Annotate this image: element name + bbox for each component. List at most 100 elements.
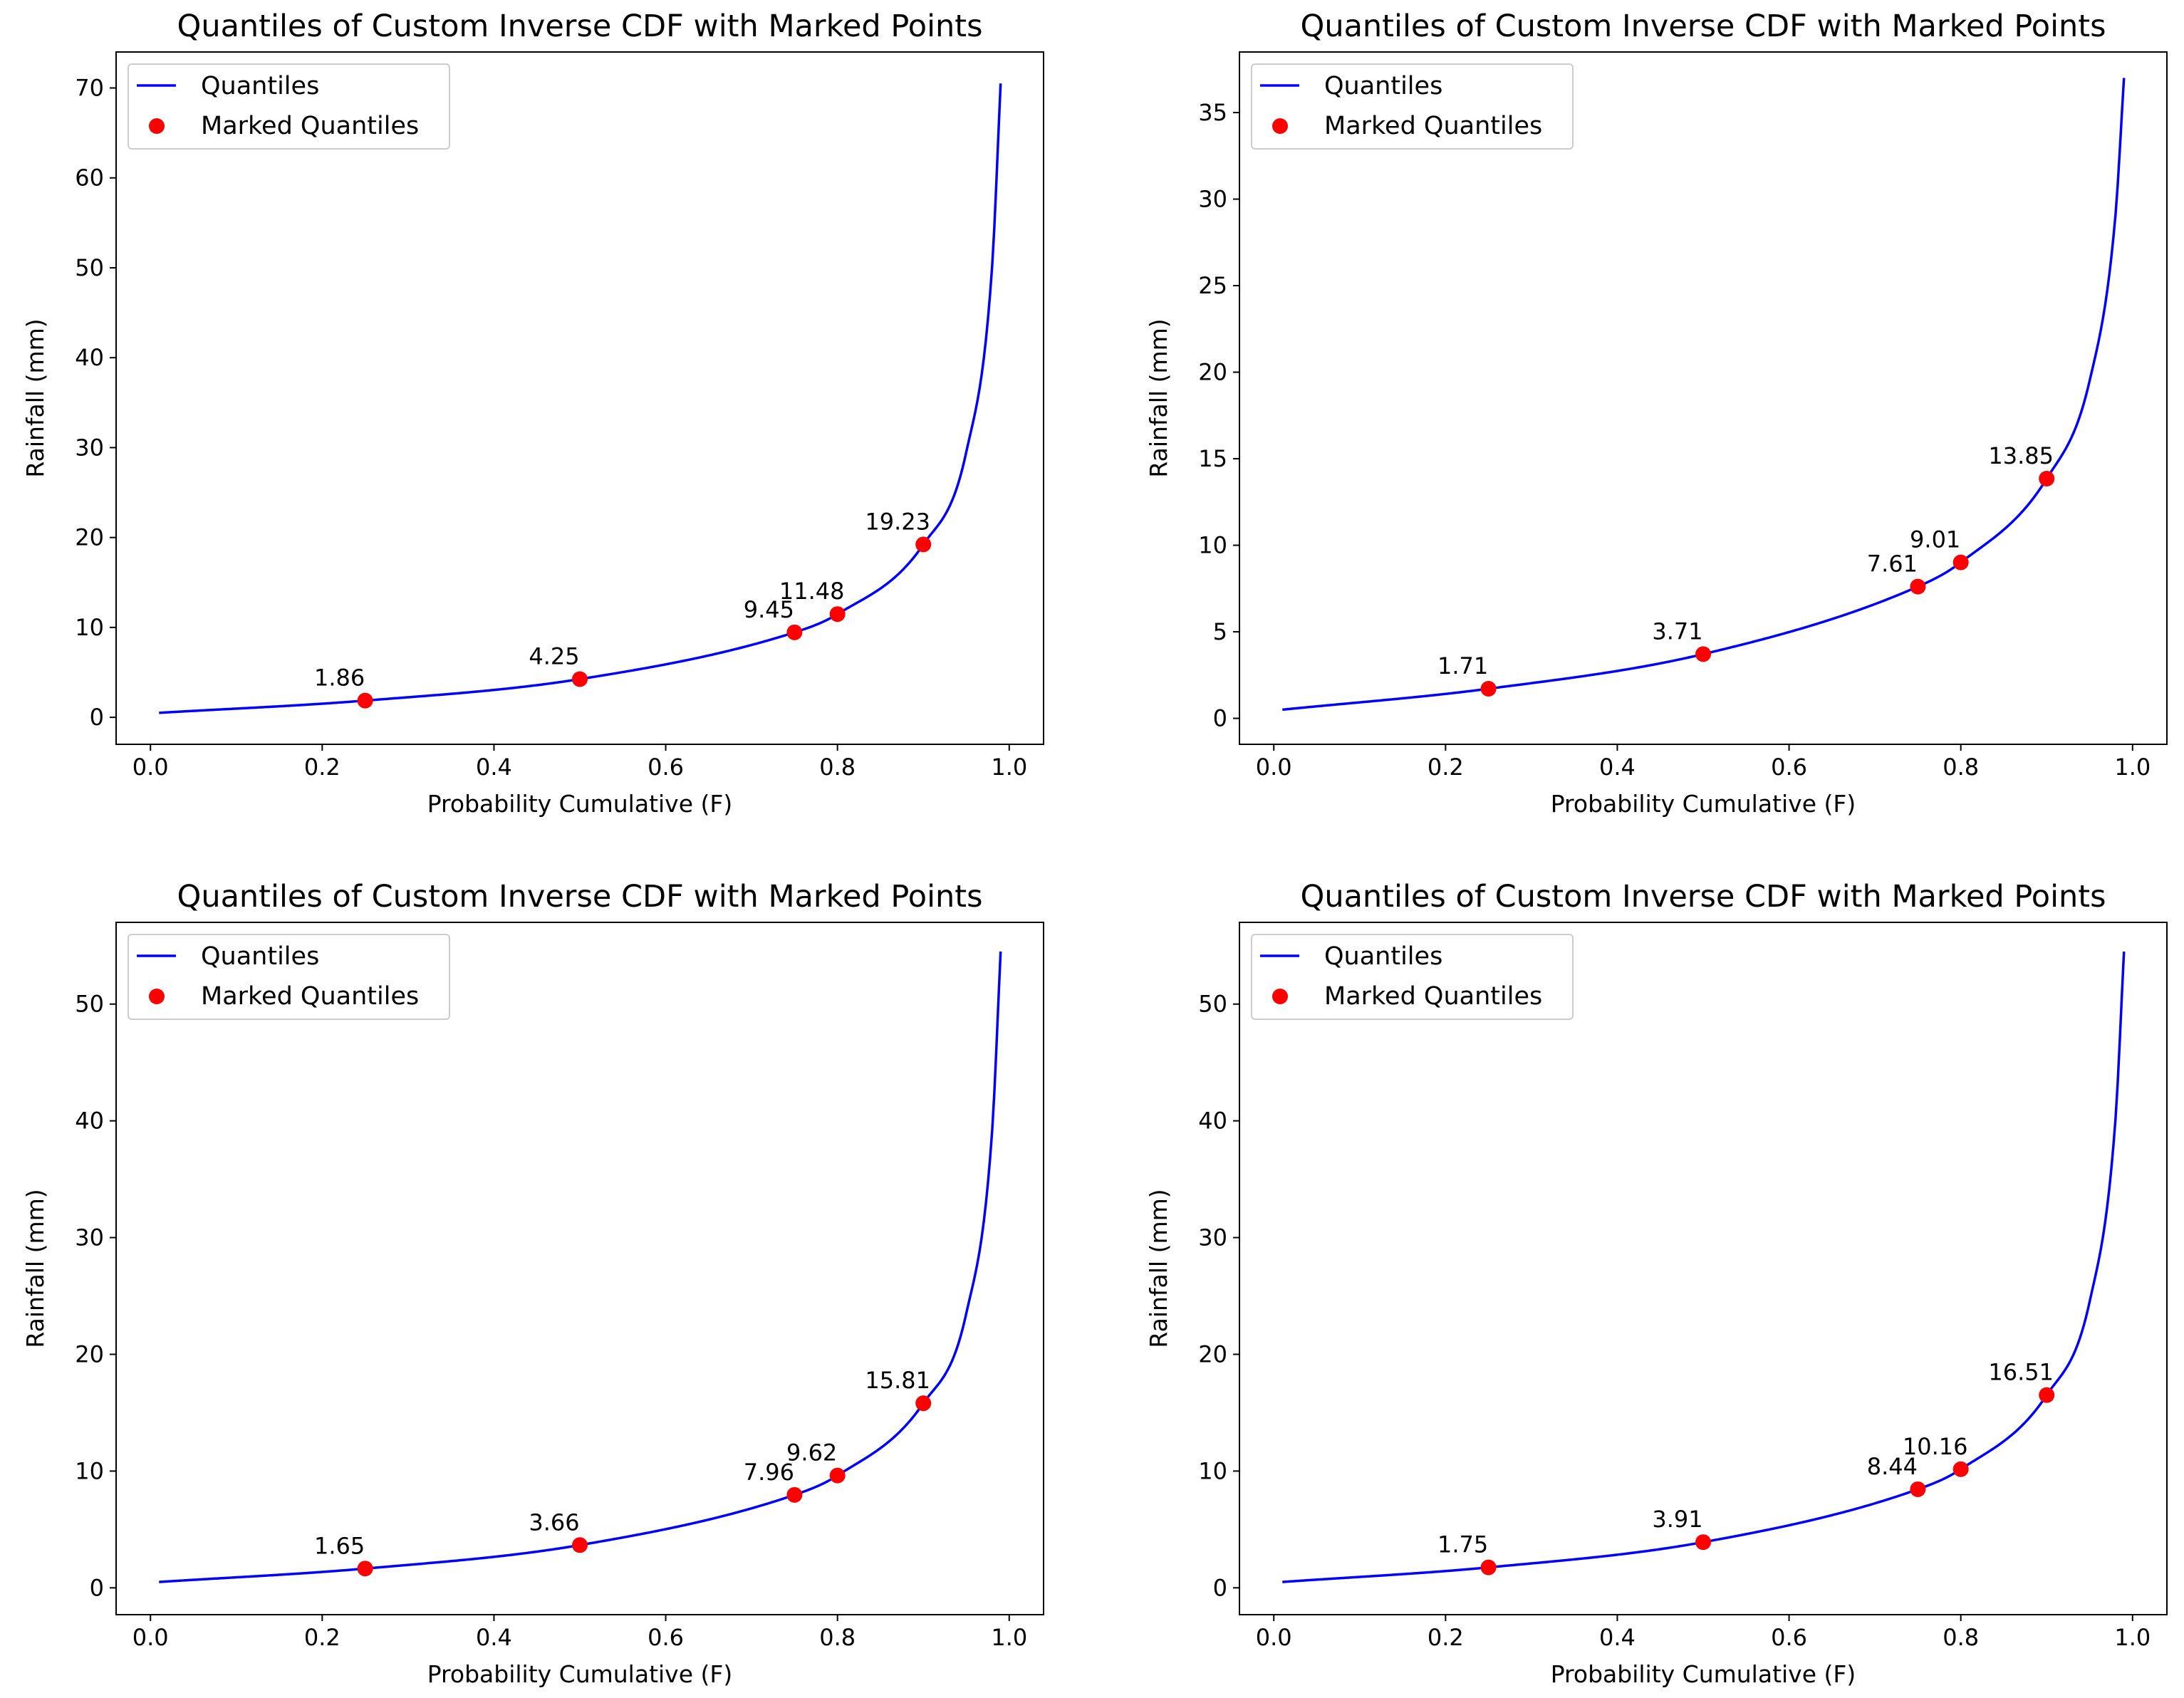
x-tick-label: 0.4 bbox=[476, 754, 512, 781]
x-tick-label: 0.0 bbox=[132, 754, 169, 781]
legend-box bbox=[1251, 934, 1574, 1020]
y-tick-label: 5 bbox=[1213, 618, 1227, 645]
legend-label-quantiles: Quantiles bbox=[201, 942, 319, 971]
y-tick-label: 50 bbox=[75, 991, 104, 1018]
chart-panel-2: Quantiles of Custom Inverse CDF with Mar… bbox=[1145, 9, 2168, 818]
y-tick-label: 0 bbox=[1213, 705, 1227, 732]
chart-panel-3: Quantiles of Custom Inverse CDF with Mar… bbox=[21, 879, 1044, 1688]
marked-point bbox=[786, 1486, 803, 1503]
marked-point bbox=[915, 1395, 932, 1412]
y-tick-label: 50 bbox=[75, 254, 104, 281]
legend-box bbox=[128, 63, 450, 150]
y-tick-label: 20 bbox=[75, 1340, 104, 1368]
quantile-line bbox=[159, 83, 1002, 714]
y-tick-label: 50 bbox=[1198, 991, 1227, 1018]
x-tick-label: 0.2 bbox=[304, 1624, 340, 1651]
point-value-label: 9.01 bbox=[1910, 526, 1960, 553]
legend-box bbox=[128, 934, 450, 1020]
x-tick-label: 1.0 bbox=[991, 1624, 1027, 1651]
y-tick-label: 15 bbox=[1198, 445, 1227, 472]
axes-frame bbox=[1239, 922, 2168, 1615]
point-value-label: 15.81 bbox=[865, 1367, 930, 1394]
point-value-label: 7.96 bbox=[744, 1459, 794, 1486]
x-tick-label: 0.6 bbox=[648, 1624, 684, 1651]
point-value-label: 13.85 bbox=[1988, 442, 2054, 469]
y-tick-label: 20 bbox=[1198, 359, 1227, 386]
marked-point bbox=[572, 671, 588, 687]
y-tick-label: 60 bbox=[75, 165, 104, 192]
x-tick-label: 0.8 bbox=[819, 1624, 856, 1651]
x-tick-label: 0.2 bbox=[1428, 754, 1464, 781]
marked-point bbox=[357, 692, 373, 709]
y-tick-label: 20 bbox=[75, 524, 104, 551]
legend-marker-swatch bbox=[149, 989, 165, 1004]
x-tick-label: 1.0 bbox=[2114, 754, 2151, 781]
point-value-label: 4.25 bbox=[529, 642, 579, 670]
legend-label-marked: Marked Quantiles bbox=[1324, 112, 1542, 140]
legend-box bbox=[1251, 63, 1574, 150]
point-value-label: 1.71 bbox=[1437, 652, 1488, 679]
y-tick-label: 10 bbox=[1198, 532, 1227, 559]
axes-frame bbox=[115, 51, 1044, 745]
marked-point bbox=[1480, 680, 1497, 697]
point-value-label: 19.23 bbox=[865, 508, 930, 535]
point-value-label: 1.75 bbox=[1437, 1531, 1488, 1558]
marked-point bbox=[1480, 1559, 1497, 1575]
point-value-label: 8.44 bbox=[1867, 1453, 1918, 1480]
y-tick-label: 20 bbox=[1198, 1340, 1227, 1368]
marked-point bbox=[2039, 1387, 2055, 1403]
point-value-label: 10.16 bbox=[1903, 1433, 1968, 1460]
legend-marker-swatch bbox=[149, 118, 165, 134]
y-tick-label: 0 bbox=[1213, 1574, 1227, 1601]
y-tick-label: 40 bbox=[75, 1108, 104, 1135]
x-tick-label: 0.2 bbox=[1428, 1624, 1464, 1651]
marked-point bbox=[2039, 470, 2055, 486]
y-axis-label: Rainfall (mm) bbox=[1145, 1189, 1172, 1348]
quantile-line bbox=[1282, 78, 2126, 712]
legend-label-quantiles: Quantiles bbox=[201, 72, 319, 100]
point-value-label: 1.65 bbox=[314, 1532, 365, 1559]
x-tick-label: 0.8 bbox=[1943, 1624, 1979, 1651]
chart-title: Quantiles of Custom Inverse CDF with Mar… bbox=[1300, 879, 2106, 915]
x-tick-label: 0.4 bbox=[1599, 1624, 1636, 1651]
y-tick-label: 25 bbox=[1198, 272, 1227, 299]
marked-point bbox=[357, 1561, 373, 1577]
legend-label-marked: Marked Quantiles bbox=[1324, 982, 1542, 1011]
point-value-label: 3.71 bbox=[1652, 618, 1702, 645]
x-axis-label: Probability Cumulative (F) bbox=[427, 790, 733, 818]
marked-point bbox=[1952, 1461, 1969, 1477]
y-tick-label: 10 bbox=[1198, 1457, 1227, 1484]
legend-label-quantiles: Quantiles bbox=[1324, 942, 1442, 971]
x-tick-label: 0.4 bbox=[476, 1624, 512, 1651]
x-tick-label: 0.4 bbox=[1599, 754, 1636, 781]
legend-label-marked: Marked Quantiles bbox=[201, 112, 419, 140]
point-value-label: 11.48 bbox=[779, 578, 845, 605]
x-axis-label: Probability Cumulative (F) bbox=[427, 1660, 733, 1688]
y-tick-label: 0 bbox=[90, 704, 104, 731]
x-tick-label: 0.6 bbox=[648, 754, 684, 781]
y-tick-label: 40 bbox=[1198, 1108, 1227, 1135]
y-axis-label: Rainfall (mm) bbox=[21, 318, 49, 477]
y-tick-label: 10 bbox=[75, 614, 104, 641]
marked-point bbox=[786, 624, 803, 640]
point-value-label: 9.62 bbox=[786, 1439, 837, 1467]
y-tick-label: 0 bbox=[90, 1574, 104, 1601]
y-tick-label: 40 bbox=[75, 344, 104, 371]
x-tick-label: 1.0 bbox=[991, 754, 1027, 781]
marked-point bbox=[572, 1537, 588, 1553]
y-tick-label: 70 bbox=[75, 74, 104, 101]
x-tick-label: 0.0 bbox=[1256, 754, 1292, 781]
x-tick-label: 1.0 bbox=[2114, 1624, 2151, 1651]
point-value-label: 16.51 bbox=[1988, 1359, 2054, 1386]
y-tick-label: 30 bbox=[1198, 1224, 1227, 1251]
x-tick-label: 0.6 bbox=[1771, 1624, 1807, 1651]
marked-point bbox=[1910, 1481, 1926, 1497]
y-tick-label: 35 bbox=[1198, 99, 1227, 126]
y-tick-label: 30 bbox=[1198, 186, 1227, 213]
quantile-line bbox=[1282, 951, 2126, 1583]
x-tick-label: 0.8 bbox=[1943, 754, 1979, 781]
marked-point bbox=[1695, 646, 1711, 662]
quantile-line bbox=[159, 951, 1002, 1583]
